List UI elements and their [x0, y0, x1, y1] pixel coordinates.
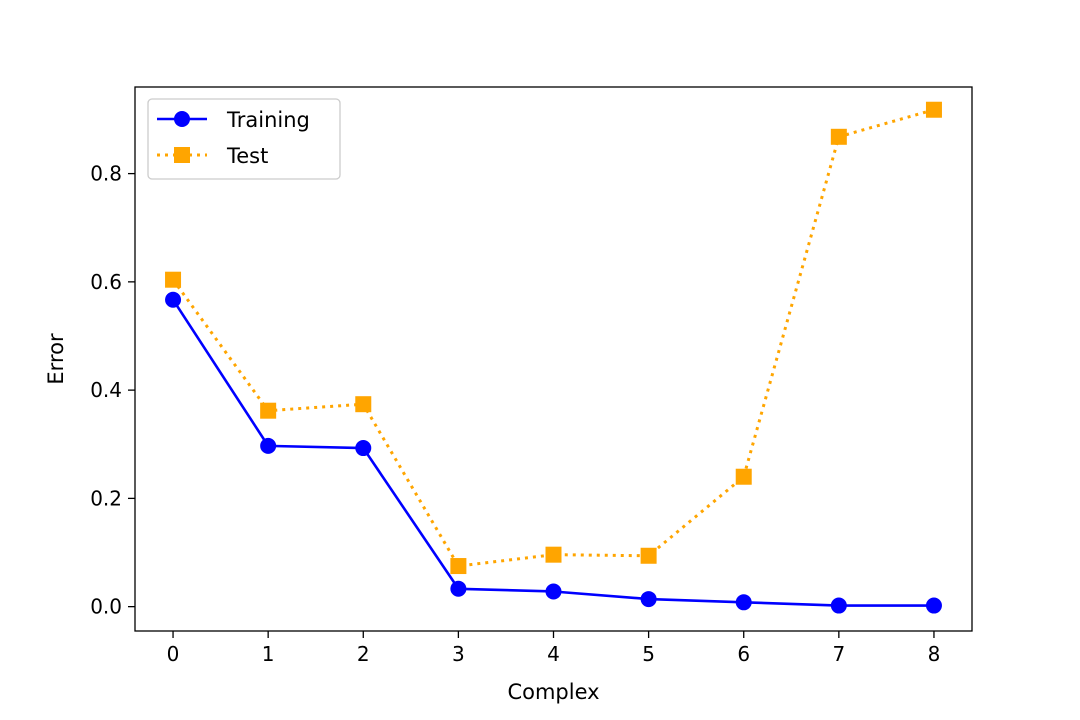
data-point-training	[355, 440, 372, 457]
x-tick-label: 4	[547, 642, 560, 666]
x-tick-label: 6	[737, 642, 750, 666]
x-tick-label: 7	[832, 642, 845, 666]
x-tick-label: 2	[357, 642, 370, 666]
x-tick-label: 1	[262, 642, 275, 666]
series-line-test	[171, 108, 935, 568]
y-tick-label: 0.2	[90, 486, 122, 510]
data-point-training	[925, 597, 942, 614]
y-tick-label: 0.4	[90, 378, 122, 402]
data-point-training	[165, 291, 182, 308]
data-point-training	[735, 594, 752, 611]
x-axis-title: Complex	[507, 680, 599, 704]
data-point-test	[925, 101, 942, 118]
data-point-test	[260, 402, 277, 419]
data-point-training	[545, 583, 562, 600]
data-point-test	[355, 396, 372, 413]
x-tick-label: 8	[928, 642, 941, 666]
data-point-test	[165, 271, 182, 288]
data-point-test	[640, 547, 657, 564]
x-tick-label: 0	[167, 642, 180, 666]
data-point-test	[545, 546, 562, 563]
y-axis-title: Error	[44, 333, 68, 385]
y-tick-label: 0.0	[90, 595, 122, 619]
legend-label-test: Test	[226, 144, 268, 168]
legend-marker-test	[174, 147, 190, 163]
data-point-test	[735, 468, 752, 485]
legend: Training Test	[147, 98, 341, 180]
axes: 0 1 2 3 4 5 6 7 8 0.0 0.2 0.4 0.6 0.8	[90, 162, 940, 666]
legend-marker-training	[174, 111, 190, 127]
legend-label-training: Training	[226, 108, 310, 132]
x-tick-label: 5	[642, 642, 655, 666]
data-point-training	[830, 597, 847, 614]
data-point-test	[830, 128, 847, 145]
data-point-training	[640, 591, 657, 608]
data-point-training	[450, 580, 467, 597]
x-tick-label: 3	[452, 642, 465, 666]
data-point-test	[450, 558, 467, 575]
y-tick-label: 0.8	[90, 162, 122, 186]
plot-area	[165, 101, 942, 614]
data-point-training	[260, 437, 277, 454]
y-tick-label: 0.6	[90, 270, 122, 294]
